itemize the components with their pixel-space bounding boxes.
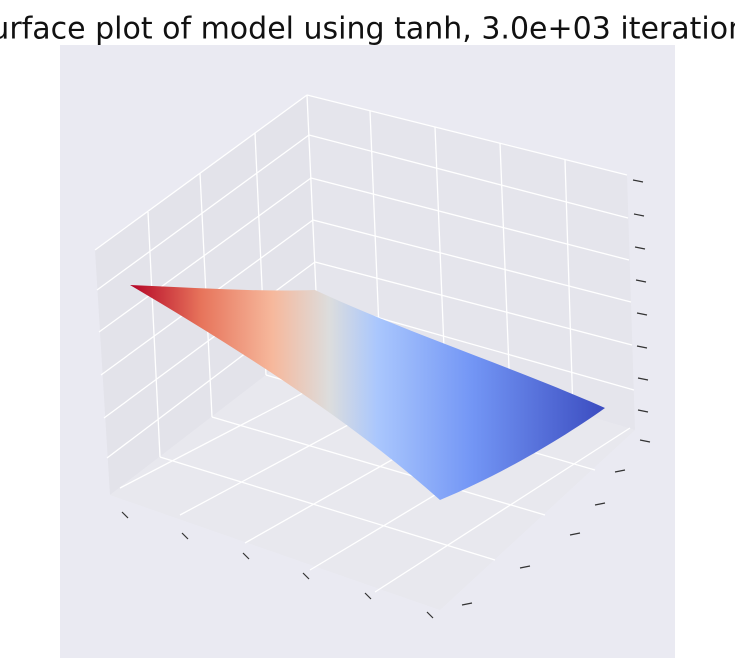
chart-title: Surface plot of model using tanh, 3.0e+0… [0, 12, 735, 47]
tick-marks [121, 179, 651, 619]
surface [130, 285, 605, 500]
grid [94, 94, 635, 593]
